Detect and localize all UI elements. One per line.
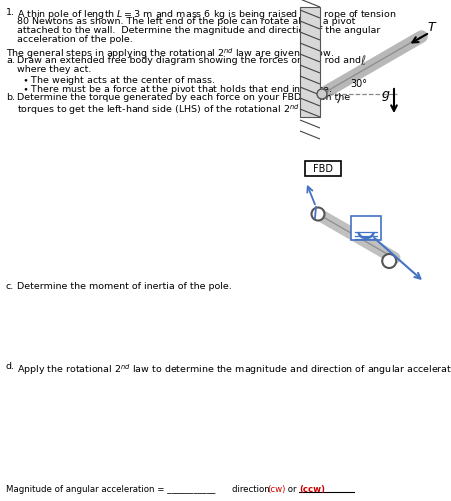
Text: b.: b. xyxy=(6,93,15,102)
Text: Magnitude of angular acceleration = ___________: Magnitude of angular acceleration = ____… xyxy=(6,484,216,493)
Text: 30°: 30° xyxy=(350,79,367,89)
Text: attached to the wall.  Determine the magnitude and direction of the angular: attached to the wall. Determine the magn… xyxy=(17,26,380,35)
Text: torques to get the left-hand side (LHS) of the rotational $2^{nd}$ law.: torques to get the left-hand side (LHS) … xyxy=(17,102,321,116)
Text: (ccw): (ccw) xyxy=(299,484,325,493)
Bar xyxy=(305,162,341,177)
Text: (cw): (cw) xyxy=(267,484,285,493)
Text: $T$: $T$ xyxy=(428,21,438,34)
Text: $g$: $g$ xyxy=(381,89,391,103)
Text: Determine the torque generated by each force on your FBD.  Sum the: Determine the torque generated by each f… xyxy=(17,93,350,102)
Text: Draw an extended free body diagram showing the forces on the rod and: Draw an extended free body diagram showi… xyxy=(17,56,361,65)
Text: FBD: FBD xyxy=(313,164,333,174)
Text: $\bullet$ The weight acts at the center of mass.: $\bullet$ The weight acts at the center … xyxy=(22,74,216,87)
Text: $\bullet$ There must be a force at the pivot that holds that end in place.: $\bullet$ There must be a force at the p… xyxy=(22,83,332,96)
Text: d.: d. xyxy=(6,361,15,370)
Text: a.: a. xyxy=(6,56,15,65)
Text: c.: c. xyxy=(6,282,14,291)
Text: acceleration of the pole.: acceleration of the pole. xyxy=(17,35,133,44)
Text: A thin pole of length $L = 3$ m and mass 6 kg is being raised by a rope of tensi: A thin pole of length $L = 3$ m and mass… xyxy=(17,8,396,21)
Circle shape xyxy=(317,90,327,100)
Text: direction: direction xyxy=(232,484,272,493)
Circle shape xyxy=(312,208,325,221)
Text: The general steps in applying the rotational $2^{nd}$ law are given below.: The general steps in applying the rotati… xyxy=(6,46,335,61)
Text: or: or xyxy=(285,484,299,493)
Text: 1.: 1. xyxy=(6,8,15,17)
Bar xyxy=(351,216,381,240)
Text: where they act.: where they act. xyxy=(17,65,92,74)
Circle shape xyxy=(382,255,396,269)
Text: Apply the rotational $2^{nd}$ law to determine the magnitude and direction of an: Apply the rotational $2^{nd}$ law to det… xyxy=(17,361,451,376)
Text: 80 Newtons as shown. The left end of the pole can rotate about a pivot: 80 Newtons as shown. The left end of the… xyxy=(17,17,355,26)
Text: Determine the moment of inertia of the pole.: Determine the moment of inertia of the p… xyxy=(17,282,232,291)
Bar xyxy=(300,8,320,118)
Text: $\ell$: $\ell$ xyxy=(360,54,367,68)
